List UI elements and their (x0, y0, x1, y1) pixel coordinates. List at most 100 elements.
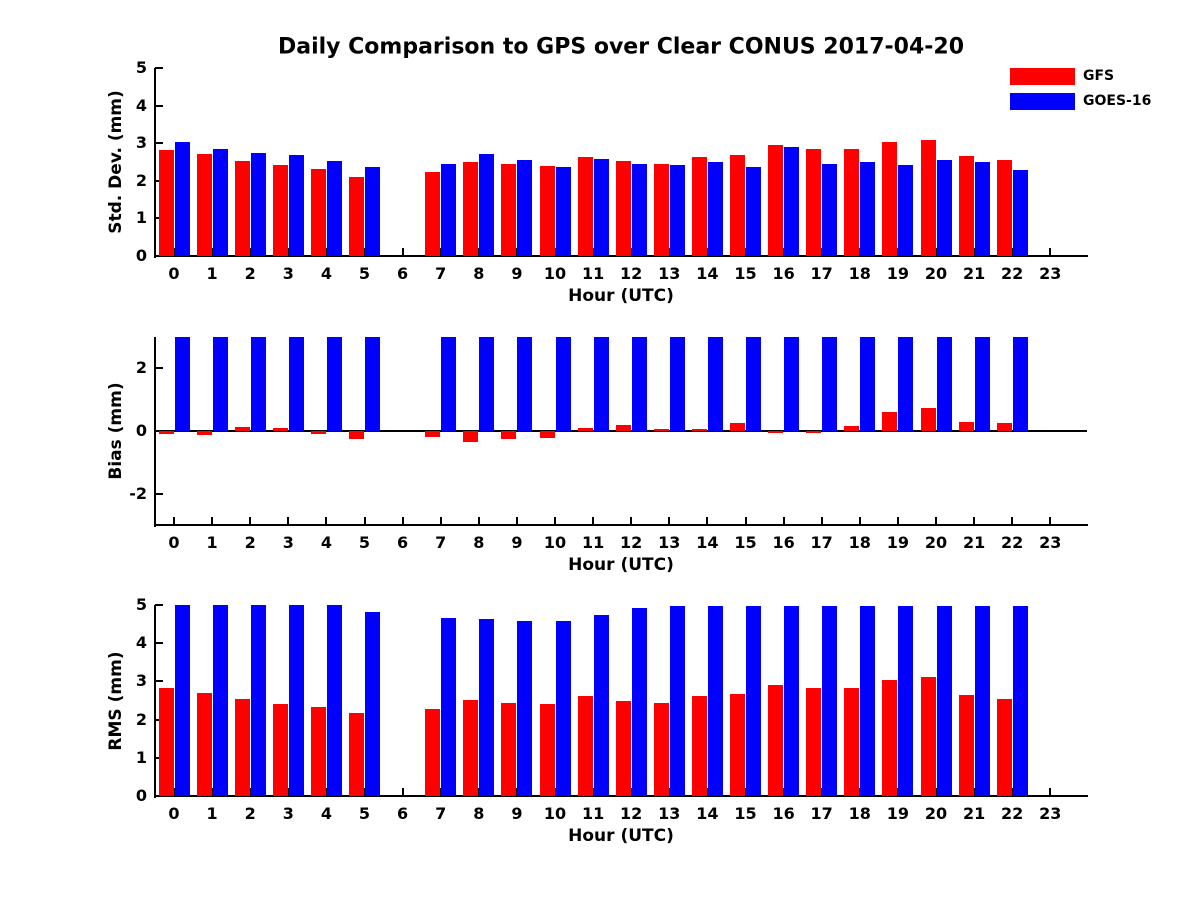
x-tick-label: 0 (168, 264, 180, 283)
y-tick-label: 2 (135, 170, 147, 190)
goes16-bar-hour-11 (593, 158, 609, 256)
legend-swatch-goes16 (1010, 93, 1075, 110)
x-tick-label: 19 (886, 533, 910, 552)
gfs-bar-hour-12 (615, 425, 631, 431)
y-tick (155, 795, 163, 797)
gfs-bar-hour-11 (577, 156, 593, 256)
goes16-bar-hour-2 (250, 337, 266, 431)
goes16-bar-hour-9 (517, 160, 533, 256)
x-tick (477, 788, 480, 796)
x-tick (896, 517, 899, 525)
gfs-bar-hour-3 (272, 165, 288, 256)
goes16-bar-hour-8 (479, 337, 495, 431)
x-tick-label: 11 (581, 804, 605, 823)
gfs-bar-hour-2 (234, 698, 250, 796)
x-tick (668, 788, 671, 796)
y-tick-label: 1 (135, 208, 147, 228)
gfs-bar-hour-1 (196, 431, 212, 436)
x-tick (515, 248, 518, 256)
x-tick (287, 248, 290, 256)
gfs-bar-hour-4 (310, 431, 326, 435)
gfs-bar-hour-20 (920, 407, 936, 431)
gfs-bar-hour-20 (920, 677, 936, 796)
x-tick (706, 248, 709, 256)
goes16-bar-hour-12 (631, 607, 647, 796)
x-tick-label: 15 (734, 804, 757, 823)
gfs-bar-hour-18 (844, 687, 860, 796)
gfs-bar-hour-2 (234, 160, 250, 256)
x-tick-label: 20 (924, 533, 948, 552)
gfs-bar-hour-10 (539, 703, 555, 796)
gfs-bar-hour-21 (958, 156, 974, 256)
y-tick (155, 604, 163, 606)
y-tick-label: 0 (135, 786, 147, 805)
x-axis (154, 795, 1088, 797)
x-tick (1011, 517, 1014, 525)
x-tick-label: 23 (1039, 264, 1062, 283)
gfs-bar-hour-17 (806, 148, 822, 256)
gfs-bar-hour-16 (768, 431, 784, 433)
x-tick-label: 23 (1039, 804, 1062, 823)
goes16-bar-hour-8 (479, 154, 495, 256)
goes16-bar-hour-17 (822, 337, 838, 431)
gfs-bar-hour-13 (653, 429, 669, 431)
x-tick-label: 22 (1001, 264, 1024, 283)
x-tick (592, 248, 595, 256)
y-tick-label: 5 (135, 58, 147, 77)
goes16-bar-hour-15 (746, 166, 761, 256)
x-tick-label: 17 (810, 533, 833, 552)
x-tick (935, 517, 937, 525)
x-tick (1049, 517, 1052, 525)
y-tick (155, 255, 163, 257)
x-tick (401, 517, 404, 525)
gfs-bar-hour-22 (996, 698, 1012, 796)
x-tick-label: 1 (206, 804, 218, 823)
goes16-bar-hour-21 (974, 162, 990, 256)
x-tick (249, 248, 252, 256)
gfs-bar-hour-19 (882, 679, 898, 796)
gfs-bar-hour-15 (730, 694, 745, 796)
x-tick (211, 517, 214, 525)
x-tick (287, 517, 290, 525)
legend-swatch-gfs (1010, 68, 1075, 85)
goes16-bar-hour-19 (898, 337, 914, 431)
goes16-bar-hour-14 (707, 162, 723, 256)
goes16-bar-hour-1 (212, 337, 228, 431)
y-tick (155, 142, 163, 145)
goes16-bar-hour-1 (212, 148, 228, 256)
x-tick (973, 248, 976, 256)
x-tick (401, 248, 404, 256)
x-tick (211, 248, 214, 256)
goes16-bar-hour-20 (936, 605, 952, 796)
goes16-bar-hour-20 (936, 337, 952, 431)
goes16-bar-hour-13 (669, 165, 685, 256)
y-tick-label: 1 (135, 747, 147, 767)
x-tick-label: 9 (511, 804, 523, 823)
goes16-bar-hour-21 (974, 337, 990, 431)
goes16-bar-hour-17 (822, 605, 838, 796)
goes16-bar-hour-18 (860, 162, 876, 256)
x-tick-label: 18 (848, 804, 871, 823)
gfs-bar-hour-7 (425, 171, 441, 256)
x-tick-label: 15 (734, 533, 757, 552)
goes16-bar-hour-8 (479, 618, 495, 796)
x-tick-label: 7 (435, 533, 447, 552)
gfs-bar-hour-15 (730, 423, 745, 431)
x-tick (363, 788, 366, 796)
x-tick-label: 0 (168, 804, 180, 823)
x-tick-label: 14 (696, 804, 719, 823)
y-tick (155, 680, 163, 683)
x-tick (554, 788, 556, 796)
gfs-bar-hour-1 (196, 154, 212, 256)
x-tick-label: 6 (397, 264, 409, 283)
y-axis (154, 605, 156, 798)
goes16-bar-hour-14 (707, 605, 723, 796)
y-axis-label: RMS (mm) (106, 650, 126, 751)
goes16-bar-hour-5 (365, 337, 380, 431)
x-tick (173, 788, 175, 796)
gfs-bar-hour-3 (272, 703, 288, 796)
goes16-bar-hour-14 (707, 337, 723, 431)
goes16-bar-hour-18 (860, 337, 876, 431)
x-tick (401, 788, 404, 796)
